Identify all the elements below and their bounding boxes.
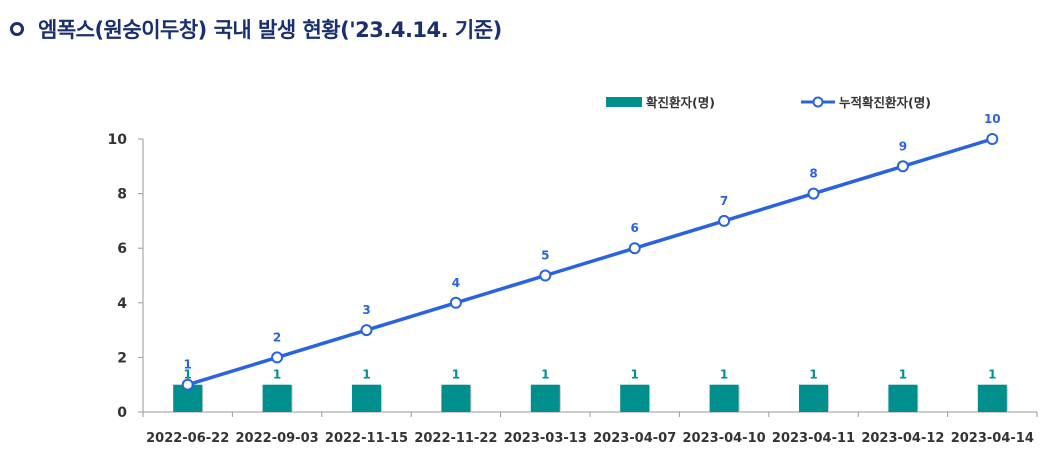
bar — [709, 384, 739, 412]
line-value-label: 8 — [809, 167, 817, 181]
bar-value-label: 1 — [720, 368, 728, 382]
bar-value-label: 1 — [631, 368, 639, 382]
bar-value-label: 1 — [899, 368, 907, 382]
line-point — [449, 296, 462, 309]
y-tick-label: 10 — [108, 132, 128, 148]
bar-value-label: 1 — [452, 368, 460, 382]
line-point — [807, 187, 820, 200]
bar — [352, 384, 381, 412]
line-point — [718, 214, 731, 227]
bar-value-label: 1 — [809, 368, 817, 382]
line-value-label: 7 — [720, 194, 728, 208]
line-point — [986, 133, 999, 145]
line-value-label: 5 — [541, 249, 549, 263]
line-value-label: 4 — [452, 276, 460, 290]
legend-bar-label: 확진환자(명) — [646, 95, 715, 110]
bar-value-label: 1 — [541, 368, 549, 382]
x-tick-label: 2022-09-03 — [236, 431, 319, 446]
line-point — [271, 351, 284, 364]
bar-value-label: 1 — [184, 368, 192, 382]
x-tick-label: 2022-11-22 — [414, 431, 497, 446]
x-tick-label: 2023-04-10 — [683, 431, 766, 446]
legend-line-label: 누적확진환자(명) — [839, 95, 931, 110]
line-path — [187, 137, 993, 387]
y-tick-label: 2 — [117, 350, 127, 366]
legend: 확진환자(명) 누적확진환자(명) — [606, 95, 931, 110]
bar-value-label: 1 — [362, 368, 370, 382]
bar — [620, 384, 650, 412]
bar-value-label: 1 — [273, 368, 281, 382]
line-point — [539, 269, 552, 282]
circle-bullet-icon — [10, 22, 24, 36]
x-tick-label: 2022-06-22 — [146, 431, 229, 446]
line-value-label: 6 — [631, 221, 639, 235]
legend-bar-swatch — [606, 97, 642, 107]
legend-line-marker — [812, 96, 824, 108]
title-row: 엠폭스(원숭이두창) 국내 발생 현황('23.4.14. 기준) — [10, 14, 502, 44]
y-tick-label: 6 — [117, 241, 127, 257]
cumulative-line — [181, 133, 999, 391]
x-tick-label: 2022-11-15 — [325, 431, 408, 446]
bar — [799, 384, 828, 412]
bar — [530, 384, 560, 412]
x-tick-label: 2023-03-13 — [504, 431, 587, 446]
bar-value-label: 1 — [988, 368, 996, 382]
y-tick-label: 8 — [117, 187, 127, 203]
line-value-label: 2 — [273, 330, 281, 344]
line-value-label: 10 — [984, 112, 1001, 126]
bar — [262, 384, 292, 412]
line-point — [896, 160, 909, 173]
line-point — [360, 324, 373, 337]
line-value-label: 3 — [362, 303, 370, 317]
y-tick-label: 4 — [117, 296, 127, 312]
line-value-label: 9 — [899, 139, 907, 153]
line-point — [181, 378, 194, 391]
x-tick-label: 2023-04-11 — [772, 431, 855, 446]
bars — [173, 384, 1008, 412]
page-title: 엠폭스(원숭이두창) 국내 발생 현황('23.4.14. 기준) — [38, 18, 502, 42]
y-tick-label: 0 — [117, 405, 127, 421]
bar — [441, 384, 471, 412]
bar — [977, 384, 1007, 412]
x-tick-label: 2023-04-12 — [861, 431, 944, 446]
line-value-label: 1 — [184, 358, 192, 372]
x-tick-label: 2023-04-14 — [951, 431, 1034, 446]
axes: 0 2 4 6 8 10 2022-06-22 2022-09-03 2022-11-15 202… — [108, 132, 1038, 446]
x-tick-label: 2023-04-07 — [593, 431, 676, 446]
line-point — [628, 242, 641, 255]
bar — [888, 384, 918, 412]
